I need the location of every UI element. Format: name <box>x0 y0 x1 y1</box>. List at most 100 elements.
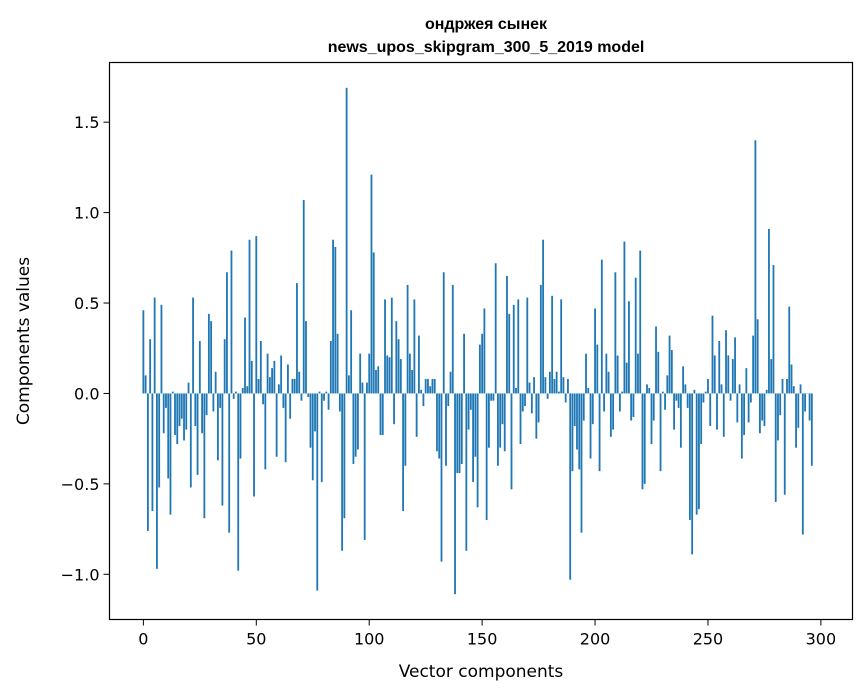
bar <box>390 297 393 394</box>
bar <box>700 393 703 445</box>
bar <box>524 393 526 407</box>
bar <box>526 297 529 394</box>
bar <box>307 393 310 398</box>
bar <box>192 297 194 394</box>
bar <box>501 393 504 425</box>
bar <box>203 393 206 519</box>
bar <box>652 393 655 421</box>
bar <box>720 384 723 394</box>
bar <box>246 386 249 394</box>
bar <box>431 378 434 394</box>
bar <box>201 393 203 434</box>
bar <box>332 239 334 394</box>
bar <box>718 341 721 394</box>
bar <box>449 371 452 394</box>
bar <box>311 393 314 481</box>
bar <box>293 378 296 394</box>
bar <box>357 393 359 450</box>
bar <box>546 393 549 399</box>
bar <box>646 384 648 394</box>
bar <box>481 333 484 394</box>
bar <box>314 393 316 432</box>
bar <box>772 265 775 394</box>
x-axis-label: Vector components <box>399 662 564 682</box>
bar <box>368 353 371 394</box>
bar <box>634 277 637 394</box>
bar <box>235 391 237 394</box>
bar <box>603 393 605 412</box>
bar <box>576 393 578 450</box>
bar <box>691 393 694 555</box>
bar <box>492 393 495 401</box>
bar <box>483 308 486 394</box>
y-tick-label: −1.0 <box>61 565 100 584</box>
bar <box>316 393 319 591</box>
x-tick-label: 300 <box>806 630 837 649</box>
bar <box>183 393 185 441</box>
bar <box>585 353 587 394</box>
bar <box>795 393 797 448</box>
bar <box>189 393 192 488</box>
bar <box>180 393 183 419</box>
bar <box>417 335 420 394</box>
bar <box>388 357 391 394</box>
bar <box>684 384 687 394</box>
bar <box>178 393 181 426</box>
bar <box>253 393 255 497</box>
y-axis-label: Components values <box>14 257 34 425</box>
bar <box>623 241 626 394</box>
bar <box>754 140 757 394</box>
bar <box>609 393 612 437</box>
bar <box>463 333 465 394</box>
bar <box>379 393 382 436</box>
bar <box>799 384 802 394</box>
bar <box>650 393 653 445</box>
bar <box>320 393 323 483</box>
bar <box>756 319 759 394</box>
bar <box>248 239 251 394</box>
bar <box>359 353 362 394</box>
bar <box>797 393 800 428</box>
bar <box>198 341 201 394</box>
bar <box>594 308 596 394</box>
y-tick-label: 1.5 <box>74 113 99 132</box>
bar <box>241 388 244 394</box>
bar <box>537 393 540 423</box>
bar <box>695 393 698 515</box>
x-axis-ticks: 0 50 100 150 200 250 300 <box>138 619 837 649</box>
bar <box>591 393 594 425</box>
bar <box>375 369 377 394</box>
bar <box>370 174 373 394</box>
bar <box>280 355 283 394</box>
bar <box>176 393 179 445</box>
bar <box>305 321 307 394</box>
bar <box>210 321 213 394</box>
bar <box>336 333 339 394</box>
bar <box>327 393 330 410</box>
y-axis-ticks: −1.0 −0.5 0.0 0.5 1.0 1.5 <box>61 113 110 584</box>
bar <box>411 369 414 394</box>
bar <box>284 393 287 463</box>
bar <box>679 393 682 448</box>
bar <box>456 393 459 474</box>
bar <box>725 330 727 394</box>
bar <box>347 375 350 394</box>
bar <box>440 393 443 562</box>
bar <box>801 393 804 535</box>
bar <box>589 393 592 459</box>
bar <box>226 272 228 394</box>
bar <box>169 393 172 515</box>
bar <box>478 344 481 394</box>
bar <box>266 353 269 394</box>
bar <box>600 259 603 394</box>
bar <box>558 391 560 394</box>
bar <box>661 391 664 394</box>
x-tick-label: 50 <box>246 630 266 649</box>
bar <box>539 284 542 394</box>
bar <box>542 239 545 394</box>
bar <box>519 393 522 445</box>
x-tick-label: 100 <box>354 630 385 649</box>
bar <box>506 275 508 394</box>
bar <box>808 393 811 421</box>
bar <box>424 378 427 394</box>
